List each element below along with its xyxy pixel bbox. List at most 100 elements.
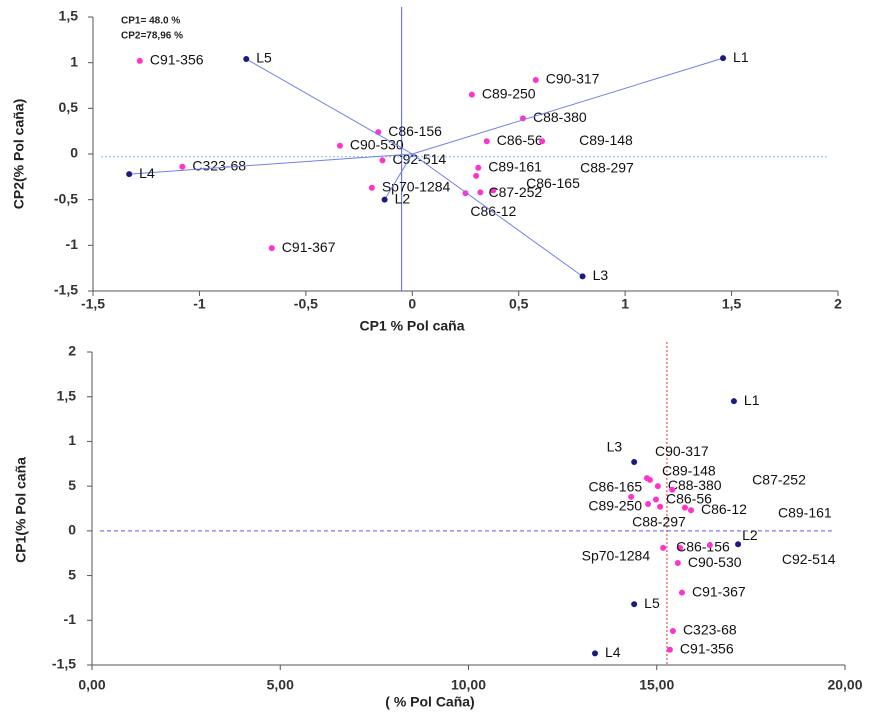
point [730,398,737,405]
y-tick-label: 2 [68,343,76,359]
point-label: C89-148 [662,463,716,479]
point-label: C88-297 [632,513,686,529]
point-label: C89-161 [488,158,542,174]
point-label: C91-356 [150,52,204,68]
annotation: CP1= 48.0 % [121,16,180,27]
y-tick-label: 0,5 [59,99,79,115]
point [669,628,676,635]
point-label: C86-12 [470,203,516,219]
point-label: C86-156 [388,123,442,139]
point-label: C90-530 [350,136,404,152]
loading-vector [384,153,413,200]
point-label: C87-252 [489,184,543,200]
point-label: C90-317 [546,71,600,87]
point [379,157,386,164]
point-label: L5 [256,50,272,66]
point-label: C89-148 [579,132,633,148]
point [579,273,586,280]
x-tick-label: 0,00 [78,677,105,693]
x-axis-title: ( % Pol Caña) [385,694,474,710]
point [368,184,375,191]
point [477,189,484,196]
point [688,507,695,514]
point-label: C90-317 [655,443,709,459]
y-axis-title: CP1(% Pol caña [13,457,29,563]
point [381,196,388,203]
y-tick-label: -1,5 [54,282,78,298]
point-label: C323-68 [192,157,246,173]
point-label: C88-380 [668,477,722,493]
y-tick-label: -1 [66,236,79,252]
point [657,503,664,510]
y-tick-label: 0 [68,522,76,538]
point [660,544,667,551]
point-label: L5 [644,595,660,611]
point-label: L1 [744,392,760,408]
point [681,504,688,511]
point [532,77,539,84]
y-tick-label: -1,5 [52,656,76,672]
point [473,172,480,179]
y-axis-title: CP2(% Pol caña) [11,99,27,209]
loading-vector [411,153,583,277]
x-tick-label: -0,5 [294,296,318,312]
point-label: C89-250 [482,85,536,101]
point [539,138,546,145]
x-tick-label: 1,5 [722,296,742,312]
point-label: L4 [139,165,155,181]
point-label: Sp70-1284 [582,548,651,564]
point [720,55,727,62]
point-label: C92-514 [782,551,836,567]
x-tick-label: 0,5 [509,296,529,312]
y-tick-label: 1 [68,432,76,448]
point [136,57,143,64]
point [645,501,652,508]
point [678,589,685,596]
point [646,476,653,483]
point [268,245,275,252]
point-label: C88-297 [580,160,634,176]
y-tick-label: 1 [70,53,78,69]
point [126,171,133,178]
y-tick-label: 5 [68,566,76,582]
point-label: L2 [742,527,758,543]
y-tick-label: 0 [70,145,78,161]
loading-vector [246,58,413,155]
point [735,541,742,548]
x-tick-label: -1,5 [81,296,105,312]
point-label: C87-252 [752,471,806,487]
point-label: L2 [395,190,411,206]
point-label: L3 [593,267,609,283]
x-tick-label: 5,00 [267,677,294,693]
point [666,646,673,653]
loading-vector [129,153,413,175]
point-label: C89-250 [588,498,642,514]
point-label: C86-56 [497,132,543,148]
point [243,56,250,63]
point-label: C86-165 [526,175,580,191]
point-label: L1 [733,49,749,65]
point [179,163,186,170]
point [468,91,475,98]
point-label: C91-356 [680,641,734,657]
point [631,601,638,608]
point [483,138,490,145]
point-label: C86-165 [588,479,642,495]
x-tick-label: 0 [408,296,416,312]
y-tick-label: -0,5 [54,190,78,206]
point [677,544,684,551]
point-label: C88-380 [533,109,587,125]
loading-vector [412,57,724,155]
y-tick-label: 1,5 [57,387,77,403]
point [669,486,676,493]
x-tick-label: 15,00 [639,677,674,693]
point-label: L4 [605,644,621,660]
point [674,560,681,567]
point-label: C323-68 [683,622,737,638]
point-label: L3 [607,439,623,455]
annotation: CP2=78,96 % [121,31,183,42]
y-tick-label: 5 [68,477,76,493]
point [475,164,482,171]
point-label: C89-161 [778,504,832,520]
